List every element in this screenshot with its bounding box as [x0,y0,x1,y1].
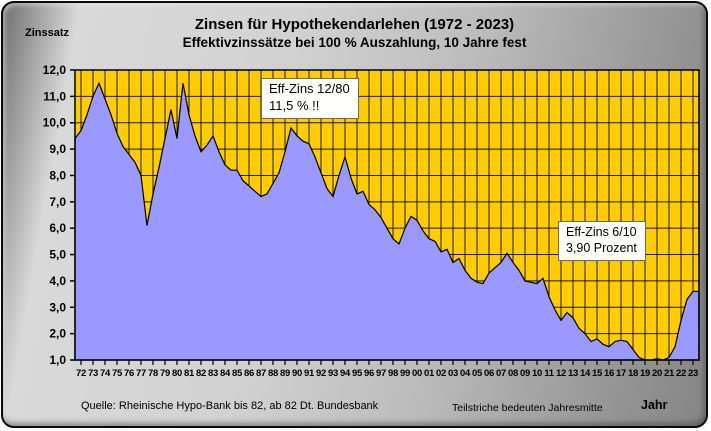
x-tick-label: 85 [232,368,243,379]
x-tick-label: 75 [112,368,123,379]
y-tick-label: 10,0 [43,116,67,130]
interest-rate-area [74,81,700,361]
chart-plot-area: 12,0 11,0 10,0 9,0 8,0 7,0 6,0 5,0 4,0 3,0 2,0 1,0 7… [43,63,700,379]
x-tick-label: 16 [604,368,614,379]
x-tick-label: 10 [532,368,542,379]
x-tick-label: 99 [400,368,410,379]
x-tick-label: 86 [244,368,254,379]
y-tick-label: 4,0 [49,274,66,288]
x-tick-label: 14 [580,368,591,379]
x-tick-label: 08 [508,368,518,379]
x-tick-label: 76 [124,368,134,379]
x-tick-label: 94 [340,368,351,379]
annotation-line: 11,5 % !! [269,97,320,113]
y-tick-label: 7,0 [49,195,66,209]
y-tick-label: 5,0 [49,248,66,262]
x-axis: 72 73 74 75 76 77 78 79 80 81 82 83 84 85 86 87 88 89 90 91… [76,360,698,379]
x-tick-label: 03 [448,368,458,379]
x-tick-label: 05 [472,368,483,379]
x-tick-label: 13 [568,368,578,379]
x-tick-label: 15 [592,368,603,379]
x-tick-label: 12 [556,368,566,379]
y-tick-label: 8,0 [49,168,66,182]
x-axis-title: Jahr [641,398,668,412]
x-tick-label: 01 [424,368,435,379]
x-tick-label: 18 [628,368,638,379]
y-tick-label: 12,0 [43,63,67,77]
x-tick-label: 73 [88,368,98,379]
x-tick-label: 95 [352,368,363,379]
x-tick-label: 98 [388,368,398,379]
x-tick-label: 04 [460,368,471,379]
x-tick-label: 89 [280,368,290,379]
x-tick-label: 09 [520,368,530,379]
x-tick-label: 83 [208,368,218,379]
source-note: Quelle: Rheinische Hypo-Bank bis 82, ab … [81,400,379,412]
y-axis: 12,0 11,0 10,0 9,0 8,0 7,0 6,0 5,0 4,0 3,0 2,0 1,0 [43,63,75,367]
annotation-line: 3,90 Prozent [566,241,637,256]
x-tick-label: 97 [376,368,386,379]
y-tick-label: 9,0 [49,142,66,156]
y-axis-title: Zinssatz [25,27,70,39]
x-tick-label: 80 [172,368,182,379]
x-tick-label: 00 [412,368,422,379]
x-tick-label: 23 [688,368,698,379]
x-tick-label: 11 [544,368,554,379]
annotation-line: Eff-Zins 12/80 [269,81,350,96]
x-tick-label: 78 [148,368,158,379]
x-tick-label: 96 [364,368,374,379]
x-tick-label: 19 [640,368,650,379]
x-tick-label: 06 [484,368,494,379]
y-tick-label: 1,0 [49,353,66,367]
y-tick-label: 11,0 [43,89,66,103]
y-tick-label: 6,0 [49,221,66,235]
annotation-line: Eff-Zins 6/10 [566,225,637,239]
x-tick-label: 20 [652,368,662,379]
x-tick-label: 74 [100,368,111,379]
x-tick-label: 02 [436,368,446,379]
x-tick-label: 79 [160,368,170,379]
annotation-peak-1980: Eff-Zins 12/80 11,5 % !! [261,78,359,119]
chart-title: Zinsen für Hypothekendarlehen (1972 - 20… [194,16,515,33]
x-tick-label: 91 [304,368,315,379]
x-tick-label: 93 [328,368,338,379]
x-tick-label: 82 [196,368,206,379]
x-tick-label: 92 [316,368,326,379]
x-tick-label: 87 [256,368,266,379]
x-tick-label: 90 [292,368,302,379]
x-tick-label: 21 [664,368,675,379]
x-tick-label: 17 [616,368,626,379]
x-tick-label: 72 [76,368,86,379]
x-tick-label: 88 [268,368,278,379]
chart-subtitle: Effektivzinssätze bei 100 % Auszahlung, … [182,35,527,50]
x-tick-label: 22 [676,368,686,379]
x-tick-label: 07 [496,368,506,379]
x-tick-label: 84 [220,368,231,379]
plot-border [74,69,700,361]
y-tick-label: 3,0 [49,300,66,314]
tick-explainer-note: Teilstriche bedeuten Jahresmitte [452,402,603,414]
annotation-low-2010: Eff-Zins 6/10 3,90 Prozent [558,221,646,261]
y-tick-label: 2,0 [49,327,66,341]
x-tick-label: 77 [136,368,146,379]
x-tick-label: 81 [184,368,195,379]
